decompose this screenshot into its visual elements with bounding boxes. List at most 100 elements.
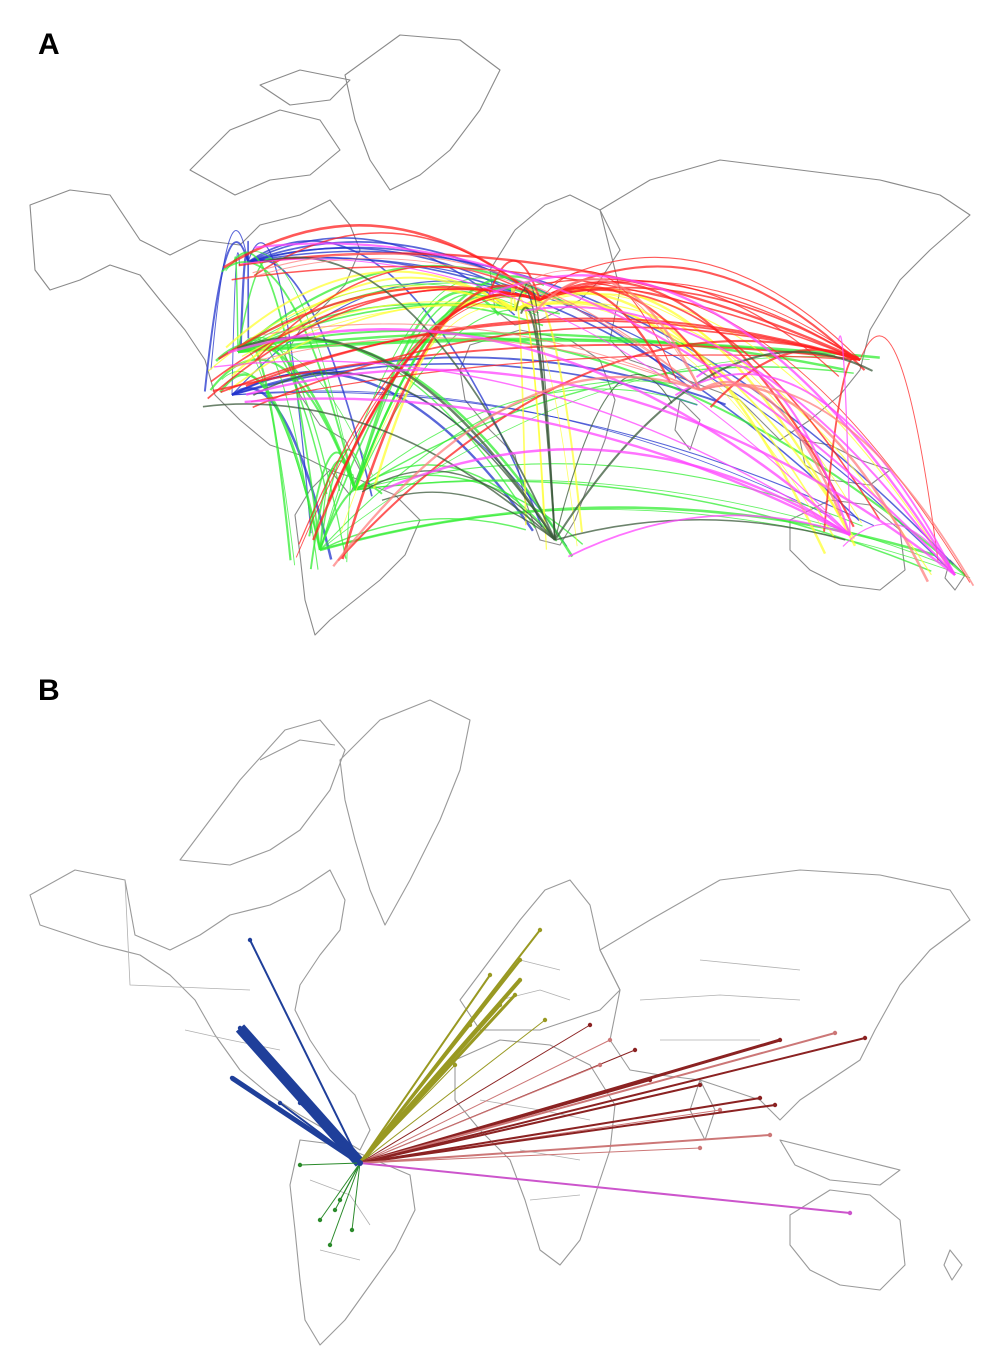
flow-line: [299, 1162, 361, 1166]
flow-arc: [337, 339, 861, 562]
flow-arc: [319, 277, 513, 551]
flow-endpoint: [237, 1025, 243, 1031]
flow-arc: [319, 449, 363, 551]
flow-arc: [488, 274, 957, 576]
flow-arc: [228, 303, 516, 391]
flow-arc: [361, 470, 556, 541]
flow-arc: [233, 337, 701, 391]
flow-arc: [232, 251, 321, 551]
flow-line: [359, 1024, 471, 1164]
flow-arc: [354, 366, 854, 491]
flow-arc: [252, 252, 701, 391]
flow-endpoint: [287, 1080, 293, 1086]
flow-arc: [327, 292, 541, 502]
flow-arc: [523, 282, 556, 541]
flow-arc: [203, 241, 249, 392]
flow-line: [289, 1082, 361, 1164]
flow-line: [359, 1064, 601, 1164]
flow-arc: [210, 230, 249, 370]
flow-endpoint: [607, 1037, 613, 1043]
flow-arc: [509, 282, 517, 312]
flow-endpoint: [597, 1062, 603, 1068]
flow-network-b: [229, 927, 868, 1248]
flow-endpoint: [772, 1102, 778, 1108]
flow-arc: [221, 261, 356, 491]
flow-arc: [837, 335, 851, 536]
flow-line: [279, 1102, 361, 1164]
flow-arc: [383, 448, 851, 537]
flow-line: [359, 1104, 776, 1164]
flow-endpoint: [467, 1022, 473, 1028]
flow-endpoint: [337, 1197, 343, 1203]
flow-arc: [237, 330, 966, 576]
flow-line: [359, 1038, 781, 1165]
flow-origin: [357, 1160, 363, 1166]
flow-line: [359, 1134, 771, 1164]
flow-endpoint: [542, 1017, 548, 1023]
flow-line: [230, 1075, 362, 1166]
flow-endpoint: [832, 1030, 838, 1036]
flow-arc: [554, 350, 873, 541]
flow-endpoint: [317, 1217, 323, 1223]
flow-arc: [540, 286, 861, 361]
flow-endpoint: [847, 1210, 853, 1216]
flow-line: [339, 1162, 361, 1201]
flow-endpoint: [297, 1100, 303, 1106]
flow-arc: [227, 328, 851, 536]
flow-endpoint: [487, 972, 493, 978]
flow-line: [329, 1162, 361, 1246]
flow-line: [359, 1147, 701, 1164]
map-panel-a: [29, 34, 975, 636]
flow-arc: [524, 306, 956, 576]
flow-endpoint: [757, 1095, 763, 1101]
flow-arc: [237, 264, 550, 353]
basemap-world: [29, 34, 971, 636]
flow-arc: [381, 491, 556, 541]
flow-arc: [554, 373, 673, 541]
flow-endpoint: [265, 1060, 271, 1066]
panel-label-a: A: [38, 28, 60, 61]
flow-line: [359, 1064, 456, 1164]
flow-arc: [709, 348, 861, 408]
flow-arc: [231, 390, 831, 517]
map-panel-b: [29, 699, 971, 1346]
flow-arc: [245, 317, 861, 387]
flow-endpoint: [517, 977, 523, 983]
flow-endpoint: [277, 1100, 283, 1106]
flow-arc: [510, 270, 701, 391]
flow-arc: [332, 375, 701, 568]
flow-endpoint: [229, 1075, 235, 1081]
flow-arc: [209, 358, 357, 491]
flow-arc: [319, 509, 971, 579]
flow-arc: [245, 368, 956, 576]
flow-network-a: [202, 224, 975, 587]
panel-a: A: [0, 0, 1000, 660]
flow-endpoint: [512, 992, 518, 998]
flow-arc: [213, 360, 851, 536]
flow-endpoint: [477, 1007, 483, 1013]
flow-arc: [252, 326, 861, 409]
flow-arc: [237, 332, 845, 371]
flow-endpoint: [697, 1082, 703, 1088]
flow-arc: [859, 335, 939, 561]
flow-arc: [231, 265, 861, 361]
flow-line: [359, 974, 491, 1164]
flow-line: [249, 939, 361, 1164]
flow-line: [359, 1024, 591, 1164]
flow-arc: [550, 256, 861, 361]
flow-line: [359, 1032, 836, 1164]
flow-line: [358, 1004, 502, 1164]
flow-endpoint: [767, 1132, 773, 1138]
flow-line: [359, 1097, 761, 1164]
flow-arc: [533, 278, 702, 391]
flow-arc: [319, 484, 383, 551]
flow-endpoint: [517, 957, 523, 963]
flow-endpoint: [697, 1145, 703, 1151]
flow-arc: [554, 518, 846, 541]
flow-endpoint: [332, 1207, 338, 1213]
flow-arc: [539, 280, 855, 528]
flow-line: [359, 1162, 851, 1214]
flow-arc: [699, 380, 842, 517]
flow-endpoint: [632, 1047, 638, 1053]
flow-arc: [515, 289, 556, 541]
